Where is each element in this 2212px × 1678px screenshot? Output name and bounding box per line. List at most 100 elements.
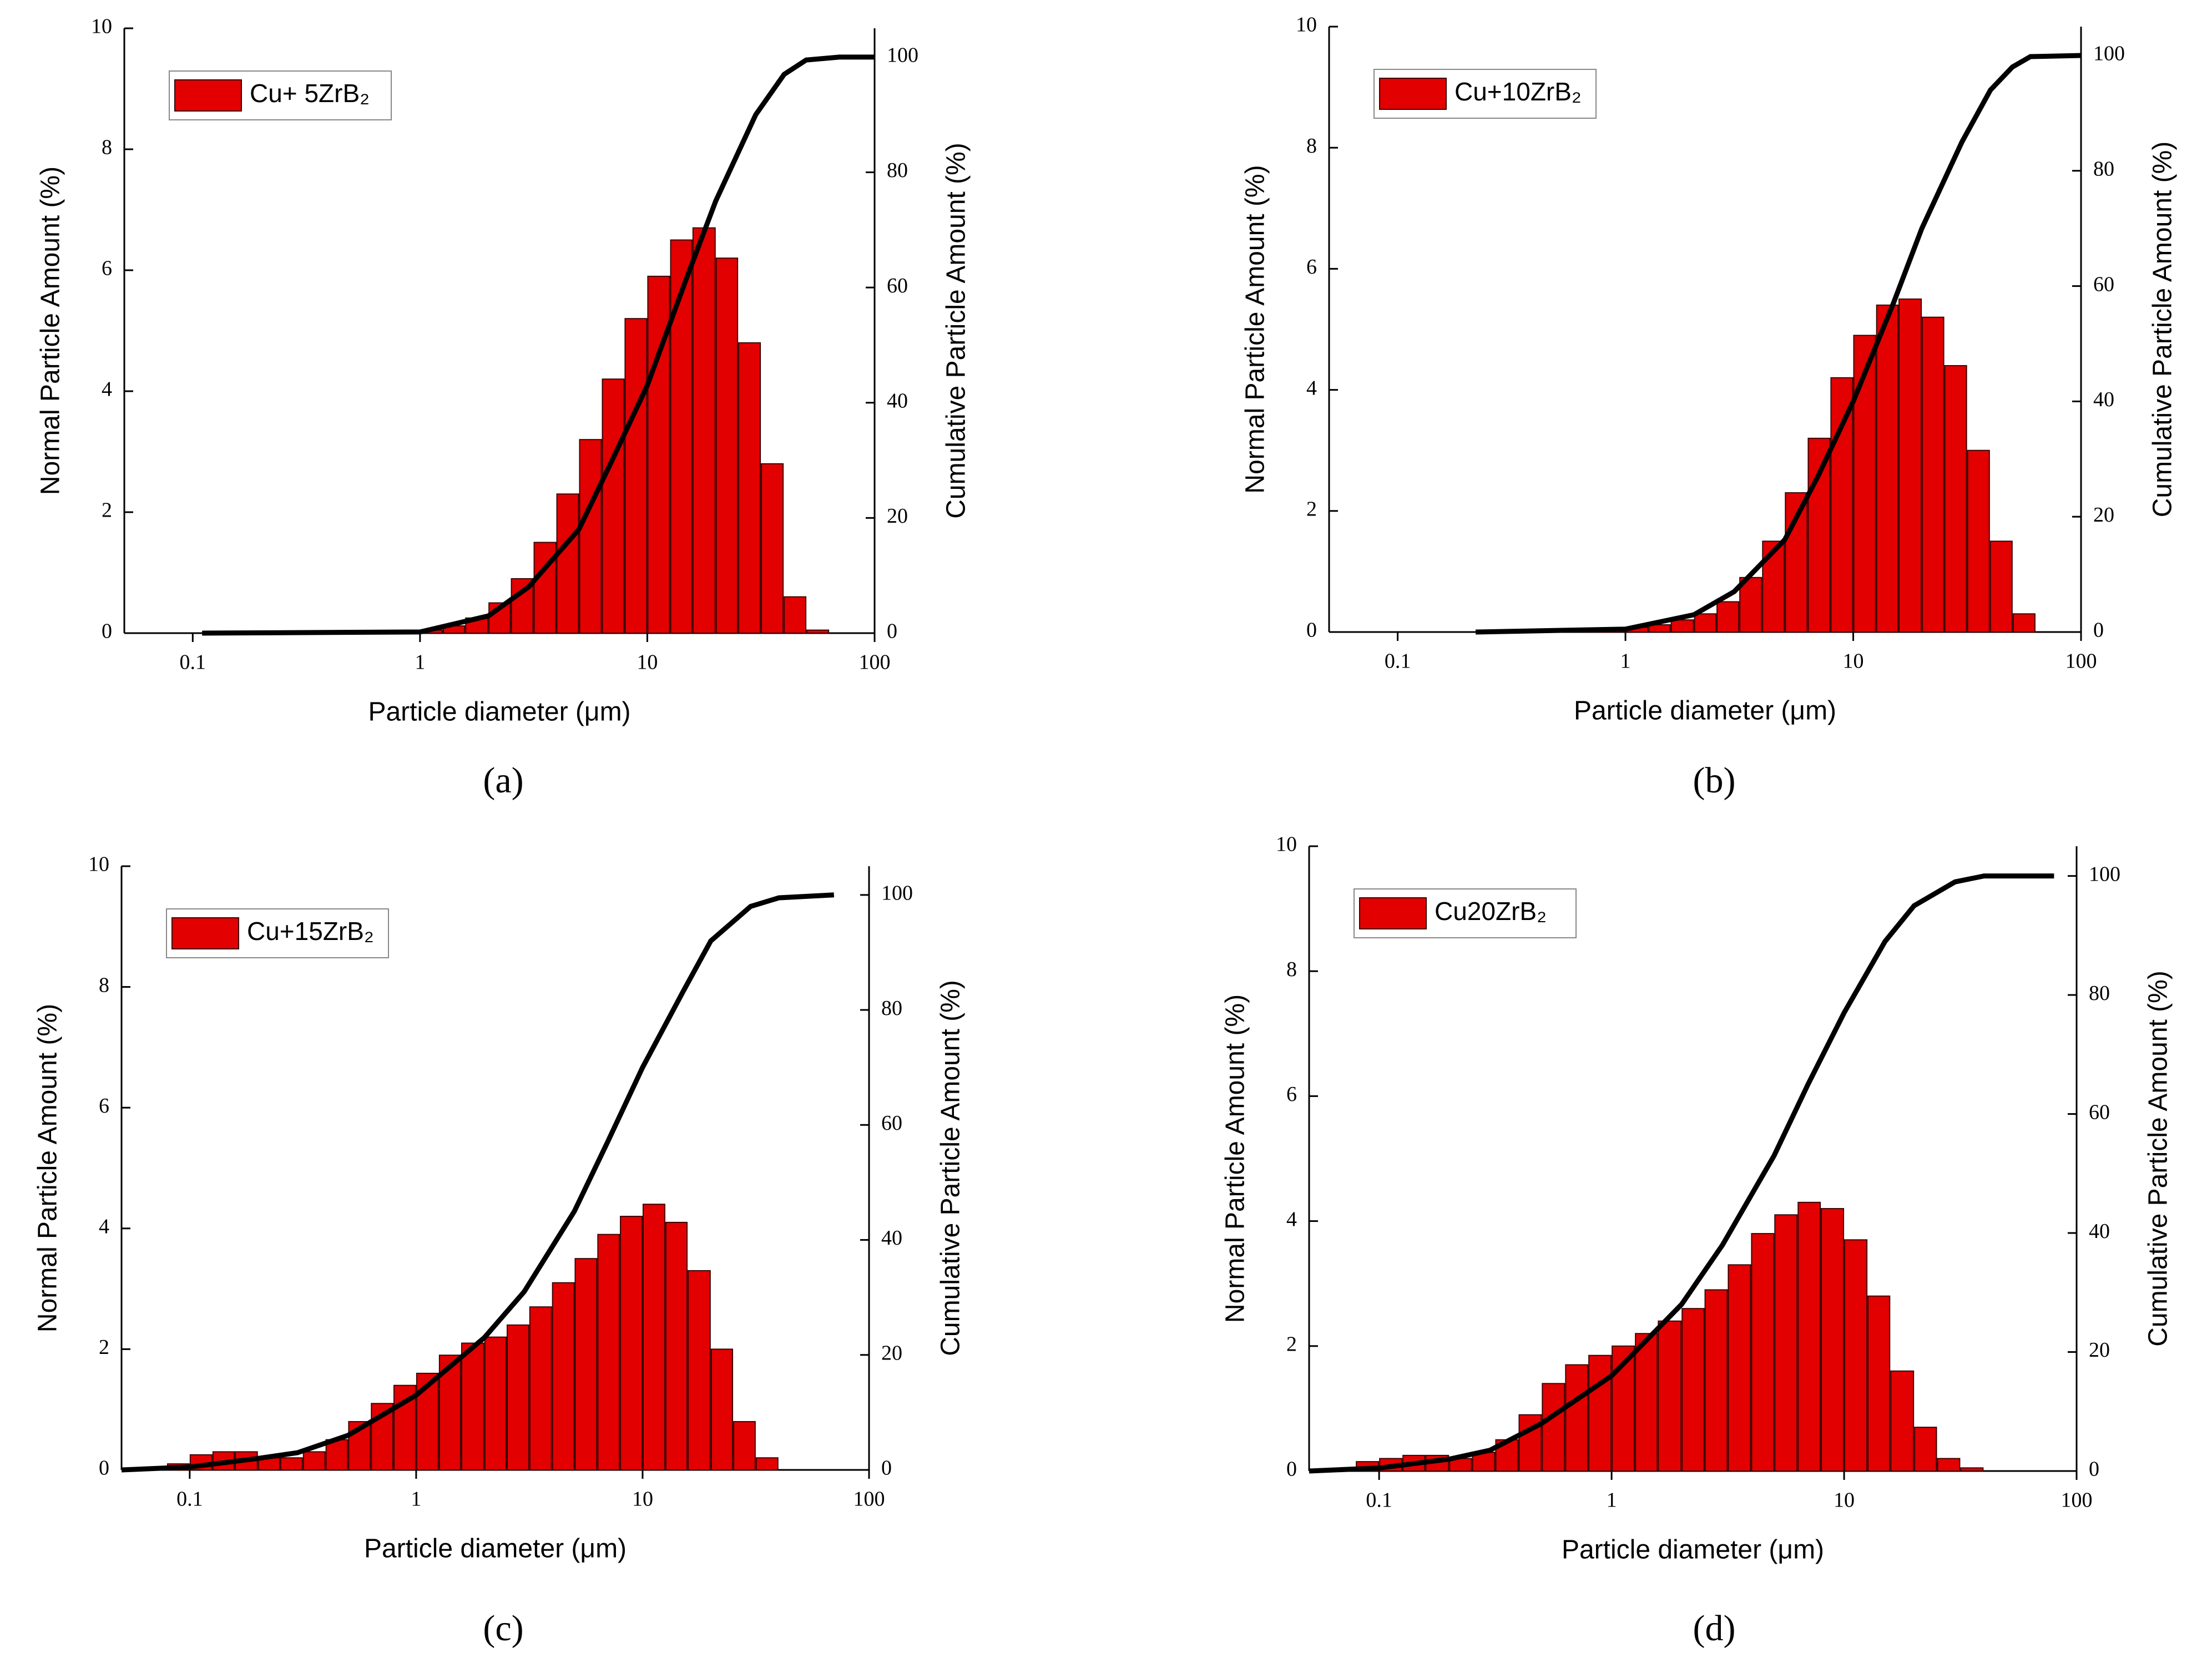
y2-tick-label: 100 <box>2093 42 2125 65</box>
y-tick-label: 6 <box>99 1094 109 1118</box>
bar <box>1588 1354 1612 1472</box>
bar <box>1774 1214 1798 1472</box>
y-tick-label: 8 <box>1286 958 1297 981</box>
bar <box>624 318 648 634</box>
y2-tick-label: 60 <box>881 1111 902 1135</box>
bar <box>529 1306 552 1470</box>
panel-label: (d) <box>1693 1608 1736 1649</box>
x-tick-label: 10 <box>637 651 658 674</box>
x-tick-label: 0.1 <box>176 1488 203 1511</box>
x-tick-label: 100 <box>859 651 891 674</box>
bar <box>1867 1295 1891 1472</box>
cumulative-line <box>1309 873 2054 1474</box>
y2-tick-label: 100 <box>881 882 913 905</box>
bar <box>1989 540 2013 633</box>
bar <box>280 1457 303 1470</box>
bar <box>665 1221 688 1470</box>
x-tick-label: 100 <box>2061 1489 2093 1512</box>
bar <box>1937 1458 1961 1472</box>
y2-tick-label: 0 <box>2089 1458 2099 1481</box>
y2-tick-label: 40 <box>2089 1220 2110 1243</box>
legend-label: Cu20ZrB₂ <box>1435 897 1547 926</box>
y-tick-label: 10 <box>1276 833 1297 856</box>
y-axis-label: Normal Particle Amount (%) <box>1241 165 1270 493</box>
y2-tick-label: 0 <box>887 620 897 643</box>
bar <box>1704 1289 1728 1472</box>
y-tick-label: 8 <box>99 973 109 997</box>
bar <box>1648 624 1671 633</box>
x-tick-label: 10 <box>1834 1489 1855 1512</box>
bar <box>688 1270 711 1470</box>
bar <box>1635 1333 1658 1472</box>
x-axis-label: Particle diameter (μm) <box>364 1534 627 1564</box>
y-tick-label: 10 <box>1296 13 1317 37</box>
y-tick-label: 8 <box>102 136 112 159</box>
bar <box>461 1342 484 1471</box>
bar <box>784 596 807 634</box>
y2-tick-label: 20 <box>887 504 908 528</box>
x-tick-label: 1 <box>1620 650 1631 673</box>
bar <box>715 257 739 634</box>
y-tick-label: 0 <box>99 1457 109 1480</box>
bar <box>1890 1370 1915 1472</box>
x-tick-label: 100 <box>854 1488 885 1511</box>
y2-tick-label: 80 <box>887 159 908 182</box>
bar <box>1960 1467 1984 1472</box>
x-tick-label: 1 <box>415 651 425 674</box>
x-axis-label: Particle diameter (μm) <box>1562 1535 1824 1565</box>
panel-label: (a) <box>483 760 523 801</box>
bar <box>710 1348 734 1470</box>
x-tick-label: 100 <box>2065 650 2097 673</box>
cumulative-line <box>121 892 835 1473</box>
y-axis-label: Normal Particle Amount (%) <box>33 1004 63 1332</box>
bar <box>1716 601 1740 633</box>
y2-tick-label: 40 <box>887 389 908 412</box>
y2-axis-label: Cumulative Particle Amount (%) <box>2144 971 2173 1347</box>
bar <box>1967 449 1990 633</box>
legend-swatch <box>171 917 239 949</box>
y-tick-label: 0 <box>1306 619 1317 642</box>
y2-tick-label: 40 <box>881 1226 902 1250</box>
y-tick-label: 10 <box>88 853 109 876</box>
bar <box>733 1421 756 1470</box>
y-tick-label: 6 <box>1286 1083 1297 1106</box>
legend-label: Cu+10ZrB₂ <box>1455 77 1582 106</box>
y-axis-label: Normal Particle Amount (%) <box>36 166 65 495</box>
bar <box>1844 1239 1868 1472</box>
bar <box>302 1451 326 1471</box>
y-tick-label: 4 <box>102 378 112 401</box>
x-tick-label: 10 <box>1843 650 1864 673</box>
y2-tick-label: 60 <box>887 274 908 297</box>
panel-label: (b) <box>1693 760 1736 801</box>
bar <box>556 493 579 634</box>
bar <box>1658 1320 1682 1472</box>
bar <box>806 629 830 634</box>
y-tick-label: 6 <box>1306 255 1317 279</box>
y-tick-label: 4 <box>1306 376 1317 400</box>
y-tick-label: 2 <box>102 499 112 522</box>
bar <box>1739 577 1762 633</box>
y-tick-label: 4 <box>99 1215 109 1239</box>
bar <box>1898 298 1922 633</box>
x-tick-label: 1 <box>1607 1489 1617 1512</box>
x-tick-label: 0.1 <box>180 651 206 674</box>
bar <box>579 439 602 634</box>
x-axis-label: Particle diameter (μm) <box>368 698 630 727</box>
y2-tick-label: 60 <box>2093 272 2114 296</box>
legend-label: Cu+ 5ZrB₂ <box>250 79 370 108</box>
bar <box>642 1204 665 1471</box>
y-tick-label: 2 <box>1306 498 1317 521</box>
y2-tick-label: 80 <box>2089 982 2110 1005</box>
bar <box>1922 316 1945 633</box>
bar <box>574 1258 598 1470</box>
y-tick-label: 4 <box>1286 1207 1297 1231</box>
legend-swatch <box>1379 78 1447 110</box>
bar <box>597 1234 620 1470</box>
bar <box>1797 1201 1821 1472</box>
y-tick-label: 6 <box>102 257 112 280</box>
y-tick-label: 0 <box>1286 1458 1297 1481</box>
x-tick-label: 0.1 <box>1366 1489 1392 1512</box>
